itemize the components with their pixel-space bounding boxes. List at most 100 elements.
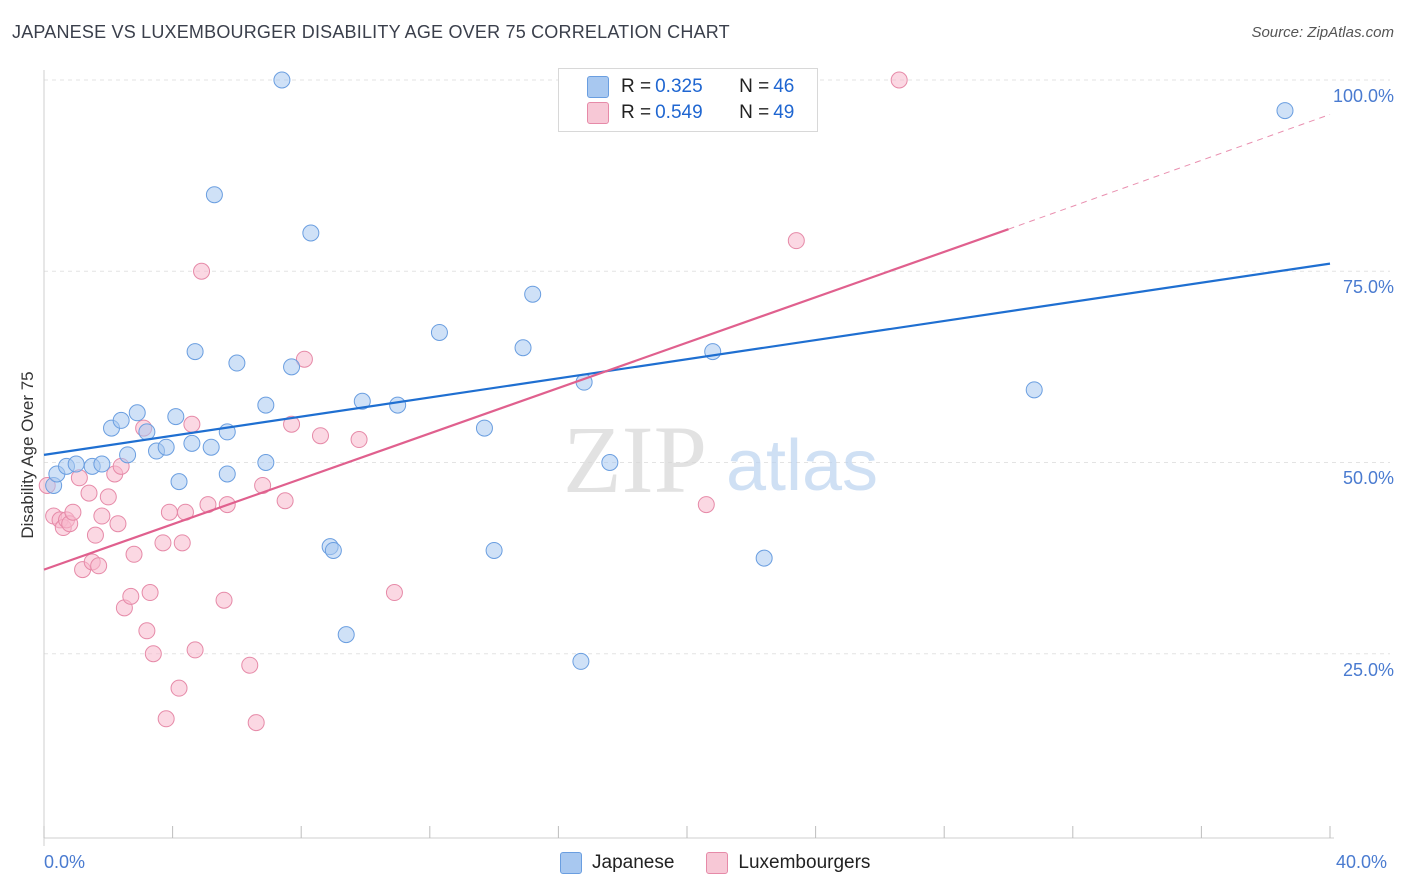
luxembourger-point	[697, 496, 715, 514]
y-tick-label: 50.0%	[1342, 468, 1394, 488]
y-tick-label: 100.0%	[1332, 86, 1394, 106]
luxembourger-point	[283, 415, 301, 433]
luxembourger-point	[125, 545, 143, 563]
japanese-point	[572, 652, 590, 670]
japanese-point	[302, 224, 320, 242]
japanese-trend-line	[43, 262, 1331, 456]
y-tick-label: 25.0%	[1342, 660, 1394, 680]
japanese-point	[205, 186, 223, 204]
japanese-point	[93, 455, 111, 473]
luxembourger-point	[186, 641, 204, 659]
japanese-point	[337, 626, 355, 644]
legend-swatch-luxembourgers	[587, 102, 609, 124]
luxembourger-point	[70, 469, 88, 487]
legend-r-label: R =	[621, 76, 652, 97]
y-tick-label: 75.0%	[1342, 277, 1394, 297]
japanese-point	[283, 358, 301, 376]
luxembourger-point	[160, 503, 178, 521]
japanese-point	[167, 408, 185, 426]
luxembourger-point	[215, 591, 233, 609]
japanese-point	[170, 473, 188, 491]
japanese-point	[128, 404, 146, 422]
luxembourger-point	[99, 488, 117, 506]
legend-row-luxembourgers: R = 0.549 N = 49	[587, 100, 794, 126]
luxembourger-point	[173, 534, 191, 552]
japanese-point	[218, 465, 236, 483]
japanese-point	[475, 419, 493, 437]
x-tick-label: 0.0%	[44, 852, 86, 872]
japanese-point	[353, 392, 371, 410]
correlation-legend: R = 0.325 N = 46 R = 0.549 N = 49	[558, 68, 818, 132]
luxembourger-point	[80, 484, 98, 502]
luxembourger-point	[138, 622, 156, 640]
legend-r-label: R =	[621, 102, 652, 123]
luxembourger-point	[350, 431, 368, 449]
luxembourger-point	[241, 656, 259, 674]
legend-row-japanese: R = 0.325 N = 46	[587, 74, 794, 100]
luxembourger-point	[93, 507, 111, 525]
luxembourger-trend-extension	[1008, 113, 1331, 230]
japanese-point	[67, 455, 85, 473]
luxembourger-point	[170, 679, 188, 697]
luxembourger-point	[311, 427, 329, 445]
japanese-point	[514, 339, 532, 357]
japanese-point	[119, 446, 137, 464]
luxembourger-point	[890, 71, 908, 89]
japanese-point	[186, 343, 204, 361]
japanese-point	[1276, 102, 1294, 120]
luxembourger-point	[157, 710, 175, 728]
series-swatch-luxembourgers	[706, 852, 729, 874]
series-label-japanese: Japanese	[592, 852, 675, 873]
japanese-point	[601, 454, 619, 471]
legend-n-value: 46	[773, 76, 795, 97]
luxembourger-point	[141, 584, 159, 602]
series-swatch-japanese	[560, 852, 582, 874]
legend-r-value: 0.325	[655, 76, 703, 97]
luxembourger-point	[86, 526, 104, 544]
legend-swatch-japanese	[587, 76, 609, 98]
luxembourger-point	[295, 350, 313, 368]
japanese-point	[324, 541, 342, 559]
japanese-point	[389, 396, 407, 414]
japanese-point	[202, 438, 220, 456]
luxembourger-point	[122, 587, 140, 605]
chart-title: JAPANESE VS LUXEMBOURGER DISABILITY AGE …	[12, 22, 730, 42]
japanese-point	[257, 396, 275, 414]
japanese-point	[112, 411, 130, 429]
legend-n-label: N =	[739, 102, 770, 123]
luxembourger-point	[247, 714, 265, 732]
japanese-point	[755, 549, 773, 567]
japanese-point	[1025, 381, 1043, 399]
luxembourger-point	[385, 584, 403, 602]
series-legend-luxembourgers[interactable]: Luxembourgers	[706, 852, 870, 874]
luxembourger-point	[109, 515, 127, 533]
series-label-luxembourgers: Luxembourgers	[738, 852, 871, 873]
japanese-point	[157, 438, 175, 456]
japanese-point	[138, 423, 156, 441]
japanese-point	[524, 285, 542, 303]
x-tick-label: 40.0%	[1336, 852, 1388, 872]
legend-n-label: N =	[739, 76, 770, 97]
japanese-point	[183, 434, 201, 452]
watermark: ZIP atlas	[563, 406, 878, 513]
luxembourger-point	[193, 262, 211, 280]
series-legend: Japanese Luxembourgers	[560, 852, 902, 874]
luxembourger-point	[90, 557, 108, 575]
watermark-atlas: atlas	[726, 426, 878, 506]
watermark-zip: ZIP	[563, 406, 707, 513]
source-label: Source: ZipAtlas.com	[1251, 24, 1394, 41]
japanese-point	[228, 354, 246, 372]
japanese-point	[485, 541, 503, 559]
legend-n-value: 49	[773, 102, 795, 123]
legend-r-value: 0.549	[655, 102, 703, 123]
luxembourger-point	[183, 415, 201, 433]
luxembourger-point	[154, 534, 172, 552]
luxembourger-point	[276, 492, 294, 510]
japanese-point	[430, 323, 448, 341]
japanese-point	[257, 454, 275, 471]
luxembourger-point	[787, 232, 805, 250]
series-legend-japanese[interactable]: Japanese	[560, 852, 674, 874]
luxembourger-trend-line	[43, 228, 1009, 571]
y-axis-label: Disability Age Over 75	[18, 371, 37, 539]
